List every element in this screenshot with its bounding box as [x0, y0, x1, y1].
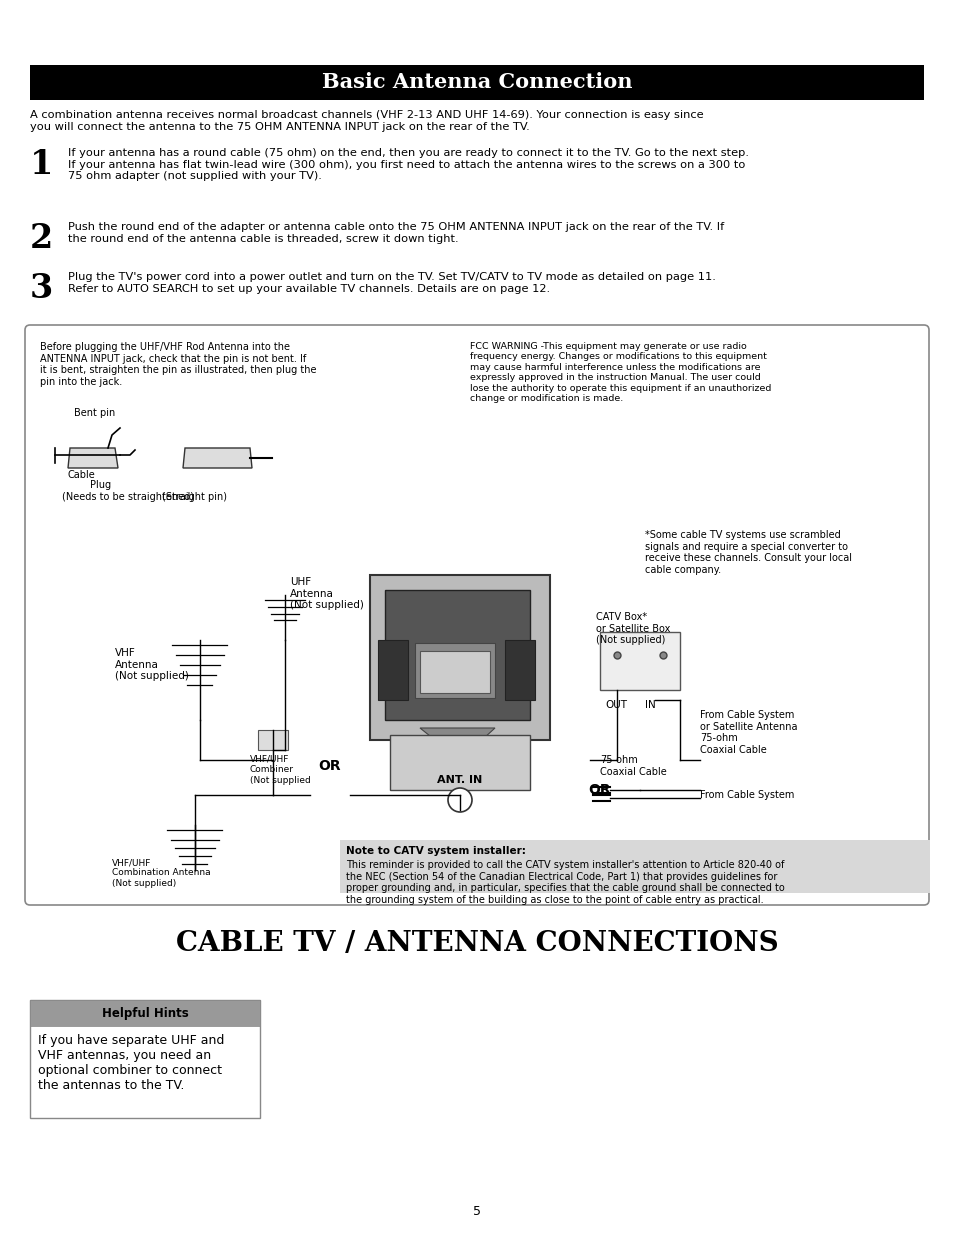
- Bar: [504, 640, 535, 700]
- Text: Plug: Plug: [90, 480, 111, 490]
- Text: Basic Antenna Connection: Basic Antenna Connection: [321, 73, 632, 93]
- Polygon shape: [419, 727, 495, 760]
- Text: (Straight pin): (Straight pin): [162, 492, 227, 501]
- Text: Cable: Cable: [68, 471, 95, 480]
- Text: From Cable System: From Cable System: [700, 790, 794, 800]
- Bar: [30, 65, 923, 100]
- Text: This reminder is provided to call the CATV system installer's attention to Artic: This reminder is provided to call the CA…: [346, 860, 784, 905]
- Text: 2: 2: [30, 222, 53, 254]
- Bar: [415, 643, 495, 698]
- Text: 5: 5: [473, 1205, 480, 1218]
- Text: (Needs to be straightened): (Needs to be straightened): [62, 492, 193, 501]
- Text: A combination antenna receives normal broadcast channels (VHF 2-13 AND UHF 14-69: A combination antenna receives normal br…: [30, 110, 703, 132]
- Bar: [390, 735, 530, 790]
- Text: FCC WARNING -This equipment may generate or use radio
frequency energy. Changes : FCC WARNING -This equipment may generate…: [470, 342, 771, 403]
- Text: VHF/UHF
Combiner
(Not supplied: VHF/UHF Combiner (Not supplied: [250, 755, 311, 784]
- Bar: [339, 840, 929, 893]
- Text: CATV Box*
or Satellite Box
(Not supplied): CATV Box* or Satellite Box (Not supplied…: [596, 613, 670, 645]
- Text: UHF
Antenna
(Not supplied): UHF Antenna (Not supplied): [290, 577, 363, 610]
- Polygon shape: [183, 448, 252, 468]
- Text: IN: IN: [644, 700, 655, 710]
- Bar: [599, 632, 679, 690]
- Text: VHF/UHF
Combination Antenna
(Not supplied): VHF/UHF Combination Antenna (Not supplie…: [112, 858, 211, 888]
- Bar: [370, 576, 550, 740]
- Text: OR: OR: [318, 760, 341, 773]
- Text: OR: OR: [588, 783, 611, 797]
- Text: 1: 1: [30, 148, 53, 182]
- Text: Bent pin: Bent pin: [74, 408, 115, 417]
- Bar: [30, 1000, 260, 1118]
- Bar: [257, 730, 288, 750]
- Text: Before plugging the UHF/VHF Rod Antenna into the
ANTENNA INPUT jack, check that : Before plugging the UHF/VHF Rod Antenna …: [40, 342, 316, 387]
- Text: If you have separate UHF and
VHF antennas, you need an
optional combiner to conn: If you have separate UHF and VHF antenna…: [38, 1034, 224, 1092]
- Text: Helpful Hints: Helpful Hints: [102, 1007, 188, 1020]
- Bar: [30, 1000, 260, 1026]
- Text: ANT. IN: ANT. IN: [436, 776, 482, 785]
- Text: Plug the TV's power cord into a power outlet and turn on the TV. Set TV/CATV to : Plug the TV's power cord into a power ou…: [68, 272, 715, 294]
- Text: Note to CATV system installer:: Note to CATV system installer:: [346, 846, 525, 856]
- Bar: [377, 640, 408, 700]
- Bar: [419, 651, 490, 693]
- Text: From Cable System
or Satellite Antenna
75-ohm
Coaxial Cable: From Cable System or Satellite Antenna 7…: [700, 710, 797, 755]
- Text: Push the round end of the adapter or antenna cable onto the 75 OHM ANTENNA INPUT: Push the round end of the adapter or ant…: [68, 222, 723, 243]
- Circle shape: [448, 788, 472, 811]
- Text: OUT: OUT: [604, 700, 626, 710]
- Text: 75-ohm
Coaxial Cable: 75-ohm Coaxial Cable: [599, 755, 666, 777]
- Text: VHF
Antenna
(Not supplied): VHF Antenna (Not supplied): [115, 648, 189, 682]
- Text: *Some cable TV systems use scrambled
signals and require a special converter to
: *Some cable TV systems use scrambled sig…: [644, 530, 851, 574]
- Polygon shape: [68, 448, 118, 468]
- Text: If your antenna has a round cable (75 ohm) on the end, then you are ready to con: If your antenna has a round cable (75 oh…: [68, 148, 748, 182]
- Text: CABLE TV / ANTENNA CONNECTIONS: CABLE TV / ANTENNA CONNECTIONS: [175, 930, 778, 957]
- FancyBboxPatch shape: [25, 325, 928, 905]
- Bar: [385, 590, 530, 720]
- Text: 3: 3: [30, 272, 53, 305]
